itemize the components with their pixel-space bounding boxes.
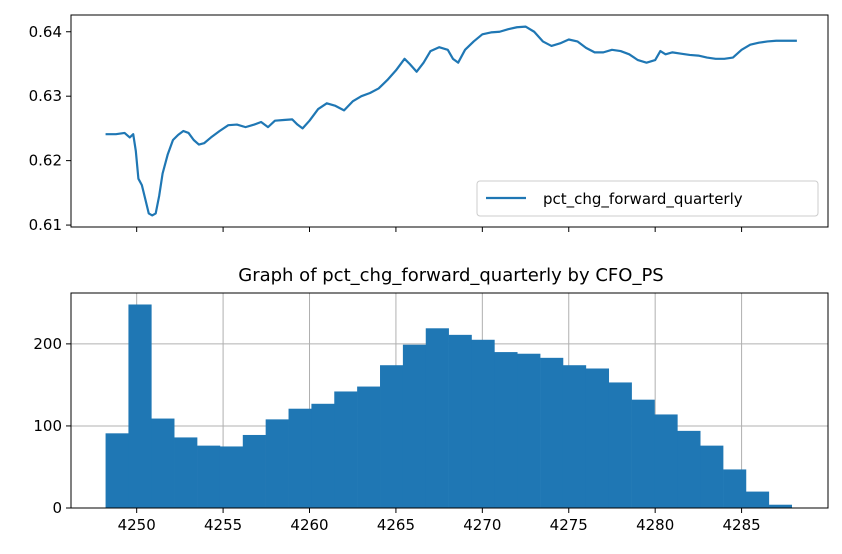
x-tick-label: 4255 — [204, 516, 242, 534]
legend-frame — [476, 180, 819, 217]
histogram-bars — [105, 304, 792, 508]
histogram-bar — [425, 328, 449, 508]
y-tick-label: 100 — [33, 417, 62, 435]
histogram-title: Graph of pct_chg_forward_quarterly by CF… — [238, 265, 663, 286]
histogram-bar — [219, 446, 244, 508]
line-series-group — [105, 25, 797, 217]
histogram-bar — [402, 344, 427, 508]
histogram-bar — [380, 365, 404, 508]
histogram-bar — [357, 386, 381, 508]
histogram-bar — [540, 357, 564, 508]
x-tick-label: 4260 — [290, 516, 328, 534]
histogram-bar — [265, 419, 289, 508]
histogram-chart: Graph of pct_chg_forward_quarterly by CF… — [33, 265, 829, 534]
x-tick-label: 4265 — [377, 516, 415, 534]
histogram-bar — [242, 434, 266, 508]
legend: pct_chg_forward_quarterly — [476, 180, 819, 217]
histogram-bar — [654, 414, 678, 508]
histogram-bar — [562, 365, 587, 508]
histogram-bar — [288, 408, 312, 508]
y-tick-label: 0.64 — [29, 23, 62, 41]
histogram-bar — [311, 403, 335, 508]
histogram-bar — [677, 430, 701, 508]
legend-label: pct_chg_forward_quarterly — [543, 190, 743, 209]
series-line — [105, 25, 797, 217]
histogram-bar — [334, 391, 358, 508]
histogram-bar — [768, 504, 792, 508]
histogram-bar — [517, 353, 541, 508]
line-plot-frame — [70, 14, 829, 228]
histogram-bar — [585, 368, 610, 508]
x-tick-label: 4275 — [550, 516, 588, 534]
histogram-bar — [608, 382, 632, 508]
y-tick-label: 0 — [52, 499, 62, 517]
histogram-bar — [471, 339, 495, 508]
x-tick-label: 4285 — [722, 516, 760, 534]
y-tick-label: 0.63 — [29, 87, 62, 105]
line-chart-axes: 0.61 0.62 0.63 0.64 — [29, 23, 743, 234]
histogram-axes: 0 100 200 4250 4255 4260 4265 4270 4275 4280 4285 — [33, 335, 760, 534]
histogram-bar — [700, 445, 724, 508]
histogram-bar — [197, 445, 221, 508]
histogram-bar — [631, 399, 655, 508]
x-tick-label: 4250 — [118, 516, 156, 534]
line-chart: 0.61 0.62 0.63 0.64 pct_chg_forward_quarter… — [29, 14, 829, 234]
histogram-bar — [448, 334, 472, 508]
x-tick-label: 4280 — [636, 516, 674, 534]
histogram-bar — [494, 352, 518, 508]
y-tick-label: 0.61 — [29, 216, 62, 234]
y-tick-label: 200 — [33, 335, 62, 353]
histogram-plot-frame — [70, 292, 829, 509]
histogram-bar — [723, 469, 747, 508]
y-tick-label: 0.62 — [29, 152, 62, 170]
histogram-bar — [745, 491, 770, 508]
histogram-bar — [128, 304, 152, 508]
histogram-bar — [105, 433, 129, 508]
histogram-bar — [174, 437, 198, 508]
x-tick-label: 4270 — [463, 516, 501, 534]
histogram-bar — [151, 418, 175, 508]
